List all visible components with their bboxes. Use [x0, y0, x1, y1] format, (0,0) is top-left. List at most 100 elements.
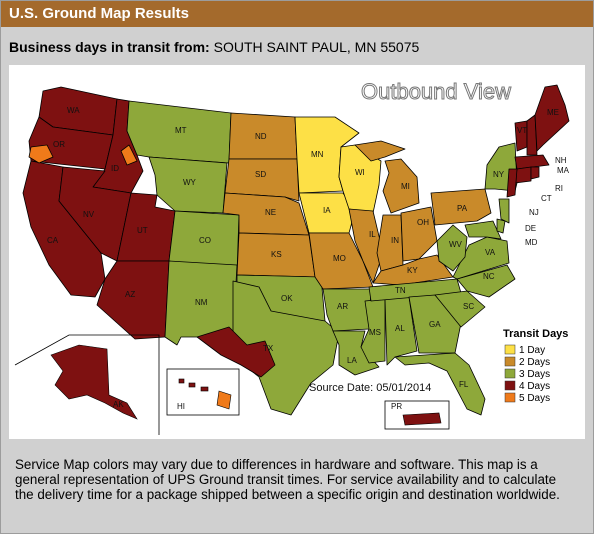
region-or-5day	[28, 144, 54, 164]
label-pr: PR	[391, 402, 402, 411]
label-ky: KY	[407, 266, 418, 275]
source-date: Source Date: 05/01/2014	[309, 382, 431, 394]
state-ri	[530, 166, 540, 180]
legend-label: 1 Day	[519, 345, 545, 356]
region-id-5day	[120, 144, 138, 166]
label-ne: NE	[265, 208, 276, 217]
label-nc: NC	[483, 272, 495, 281]
label-id: ID	[111, 164, 119, 173]
state-sc	[434, 290, 486, 328]
label-mn: MN	[311, 150, 324, 159]
label-la: LA	[347, 356, 357, 365]
label-md: MD	[525, 238, 538, 247]
label-sc: SC	[463, 302, 474, 311]
label-ak: AK	[113, 400, 124, 409]
state-hi	[178, 378, 232, 410]
label-de: DE	[525, 224, 536, 233]
state-nc	[456, 264, 516, 298]
label-il: IL	[369, 230, 376, 239]
legend-label: 3 Days	[519, 369, 550, 380]
label-wa: WA	[67, 106, 80, 115]
region-tx-4day	[196, 326, 276, 378]
state-ct	[514, 166, 532, 184]
state-ar	[322, 288, 372, 332]
legend-label: 2 Days	[519, 357, 550, 368]
legend-swatch	[504, 380, 516, 391]
state-la	[332, 330, 380, 376]
state-az	[96, 260, 170, 340]
label-al: AL	[395, 324, 405, 333]
label-tx: TX	[263, 344, 274, 353]
state-ak	[50, 344, 138, 420]
state-pa	[430, 188, 492, 226]
label-mt: MT	[175, 126, 187, 135]
label-co: CO	[199, 236, 211, 245]
label-va: VA	[485, 248, 496, 257]
state-sd	[224, 158, 300, 202]
label-ks: KS	[271, 250, 282, 259]
state-in	[376, 214, 404, 272]
label-ut: UT	[137, 226, 148, 235]
pr-inset-border	[384, 400, 450, 430]
label-ga: GA	[429, 320, 441, 329]
label-ar: AR	[337, 302, 348, 311]
legend-label: 5 Days	[519, 393, 550, 404]
label-wi: WI	[355, 168, 365, 177]
view-title: Outbound View	[361, 79, 511, 104]
state-mi-up	[354, 140, 406, 162]
transit-label: Business days in transit from:	[9, 39, 210, 55]
state-me	[534, 84, 570, 152]
legend-title: Transit Days	[503, 328, 568, 340]
label-wy: WY	[183, 178, 197, 187]
label-nh: NH	[555, 156, 567, 165]
label-mi: MI	[401, 182, 410, 191]
state-nm	[164, 260, 238, 346]
state-md	[464, 220, 502, 240]
state-nj	[498, 198, 510, 224]
label-hi: HI	[177, 402, 185, 411]
us-map-svg: Outbound View WA OR ID CA NV UT AZ MT WY…	[14, 79, 570, 435]
hawaii-inset-border	[166, 368, 240, 416]
legend-swatch	[504, 344, 516, 355]
label-wv: WV	[449, 240, 463, 249]
legend-swatch	[504, 368, 516, 379]
label-ms: MS	[369, 328, 381, 337]
label-vt: VT	[517, 126, 527, 135]
state-ma	[514, 154, 550, 170]
page-title: U.S. Ground Map Results	[9, 5, 190, 22]
state-va	[452, 236, 510, 280]
label-ma: MA	[557, 166, 570, 175]
label-ok: OK	[281, 294, 293, 303]
legend-swatch	[504, 392, 516, 403]
state-pr	[402, 412, 442, 426]
region-ny-4day	[506, 168, 518, 198]
label-ca: CA	[47, 236, 59, 245]
label-sd: SD	[255, 170, 266, 179]
label-in: IN	[391, 236, 399, 245]
label-ia: IA	[323, 206, 331, 215]
label-ri: RI	[555, 184, 563, 193]
label-nv: NV	[83, 210, 95, 219]
label-az: AZ	[125, 290, 135, 299]
legend-swatch	[504, 356, 516, 367]
transit-origin-line: Business days in transit from: SOUTH SAI…	[9, 39, 419, 55]
label-or: OR	[53, 140, 65, 149]
label-oh: OH	[417, 218, 429, 227]
alaska-inset-border	[14, 334, 160, 435]
state-oh	[400, 206, 438, 262]
label-fl: FL	[459, 380, 469, 389]
label-ct: CT	[541, 194, 552, 203]
label-mo: MO	[333, 254, 346, 263]
label-pa: PA	[457, 204, 468, 213]
results-header: U.S. Ground Map Results	[1, 1, 593, 27]
label-tn: TN	[395, 286, 406, 295]
origin-location: SOUTH SAINT PAUL, MN 55075	[213, 39, 420, 55]
label-nd: ND	[255, 132, 267, 141]
label-ny: NY	[493, 170, 505, 179]
state-nh	[526, 114, 538, 156]
state-wv	[436, 224, 468, 272]
state-de	[496, 218, 506, 234]
transit-map: Outbound View WA OR ID CA NV UT AZ MT WY…	[9, 65, 585, 439]
